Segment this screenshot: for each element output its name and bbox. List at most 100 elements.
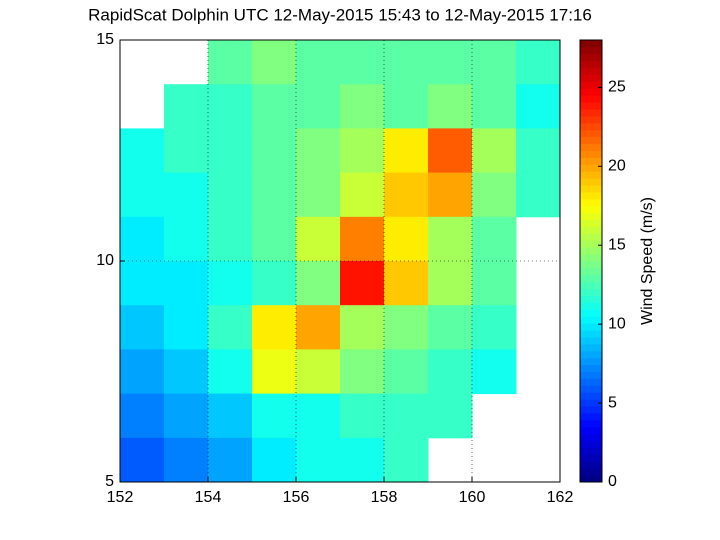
colorbar-swatch: [580, 233, 602, 241]
wind-cell: [164, 305, 209, 350]
colorbar-swatch: [580, 74, 602, 82]
x-tick-label: 162: [547, 489, 574, 506]
colorbar-swatch: [580, 309, 602, 317]
colorbar-swatch: [580, 102, 602, 110]
wind-cell: [384, 261, 429, 306]
x-tick-label: 154: [195, 489, 222, 506]
wind-cell: [296, 216, 341, 262]
colorbar-swatch: [580, 426, 602, 435]
axes: 152 154 156 158 160 162 5 10 15 0 5 10 15 20 25: [96, 31, 626, 506]
plot-frame: [119, 39, 561, 483]
colorbar-tick-label: 25: [608, 79, 626, 96]
colorbar-swatch: [580, 60, 602, 69]
wind-cell: [472, 305, 517, 350]
colorbar-swatch: [580, 88, 602, 96]
wind-cell: [428, 84, 473, 129]
colorbar-swatch: [580, 468, 602, 476]
wind-cell: [164, 84, 209, 129]
colorbar-swatch: [580, 226, 602, 234]
colorbar-swatch: [580, 357, 602, 366]
wind-cell: [472, 172, 517, 218]
colorbar-swatch: [580, 219, 602, 227]
colorbar-swatch: [580, 95, 602, 103]
colorbar-swatch: [580, 178, 602, 186]
colorbar-swatch: [580, 81, 602, 89]
wind-cell: [164, 216, 209, 262]
colorbar-swatch: [580, 40, 602, 48]
wind-cell: [252, 393, 297, 439]
colorbar-swatch: [580, 330, 602, 338]
colorbar-swatch: [580, 143, 602, 151]
wind-cell: [384, 437, 429, 483]
wind-cell: [428, 305, 473, 350]
colorbar-swatch: [580, 406, 602, 414]
colorbar-swatch: [580, 281, 602, 290]
colorbar-swatch: [580, 212, 602, 221]
colorbar-swatch: [580, 247, 602, 255]
wind-cell: [208, 40, 253, 85]
wind-cell: [340, 393, 385, 439]
wind-cell: [252, 305, 297, 350]
colorbar-swatch: [580, 261, 602, 269]
colorbar-swatch: [580, 343, 602, 352]
wind-cell: [296, 437, 341, 483]
wind-cell: [252, 261, 297, 306]
colorbar-swatch: [580, 288, 602, 297]
colorbar-swatch: [580, 371, 602, 379]
colorbar-swatch: [580, 129, 602, 138]
wind-cell: [208, 393, 253, 439]
wind-cell: [384, 172, 429, 218]
wind-cell: [296, 261, 341, 306]
wind-cell: [340, 437, 385, 483]
wind-cell: [472, 128, 517, 174]
wind-cell: [340, 216, 385, 262]
wind-cell: [340, 128, 385, 174]
colorbar-swatch: [580, 164, 602, 172]
wind-cell: [428, 172, 473, 218]
colorbar-swatch: [580, 171, 602, 179]
wind-cell: [252, 437, 297, 483]
colorbar-swatch: [580, 385, 602, 393]
wind-cell: [340, 84, 385, 129]
wind-cell: [296, 172, 341, 218]
wind-cell: [340, 261, 385, 306]
wind-cell: [208, 261, 253, 306]
colorbar-swatch: [580, 302, 602, 310]
wind-cell: [340, 305, 385, 350]
colorbar-swatch: [580, 191, 602, 200]
x-tick-label: 160: [459, 489, 486, 506]
colorbar-frame: [579, 39, 603, 483]
colorbar-swatch: [580, 350, 602, 359]
wind-cell: [384, 128, 429, 174]
wind-cell: [120, 216, 165, 262]
x-tick-label: 158: [371, 489, 398, 506]
colorbar-swatch: [580, 240, 602, 248]
colorbar-swatch: [580, 274, 602, 283]
colorbar-tick-label: 0: [608, 473, 617, 490]
colorbar-swatch: [580, 454, 602, 462]
colorbar-tick-label: 20: [608, 158, 626, 175]
x-tick-label: 152: [107, 489, 134, 506]
wind-cell: [164, 261, 209, 306]
wind-cell: [472, 40, 517, 85]
wind-cell: [384, 216, 429, 262]
wind-cell: [208, 305, 253, 350]
colorbar-label: Wind Speed (m/s): [639, 197, 656, 325]
wind-cell: [384, 393, 429, 439]
colorbar-swatch: [580, 336, 602, 345]
colorbar-swatch: [580, 399, 602, 407]
colorbar-swatch: [580, 461, 602, 469]
wind-cell: [516, 172, 561, 218]
wind-cell: [384, 40, 429, 85]
y-tick-label: 10: [96, 252, 114, 269]
wind-cell: [208, 84, 253, 129]
colorbar-swatch: [580, 205, 602, 214]
colorbar-swatch: [580, 316, 602, 324]
colorbar-swatch: [580, 378, 602, 386]
wind-cell: [120, 261, 165, 306]
colorbar-swatch: [580, 440, 602, 448]
colorbar-swatch: [580, 67, 602, 76]
wind-cell: [252, 349, 297, 395]
wind-cell: [296, 128, 341, 174]
